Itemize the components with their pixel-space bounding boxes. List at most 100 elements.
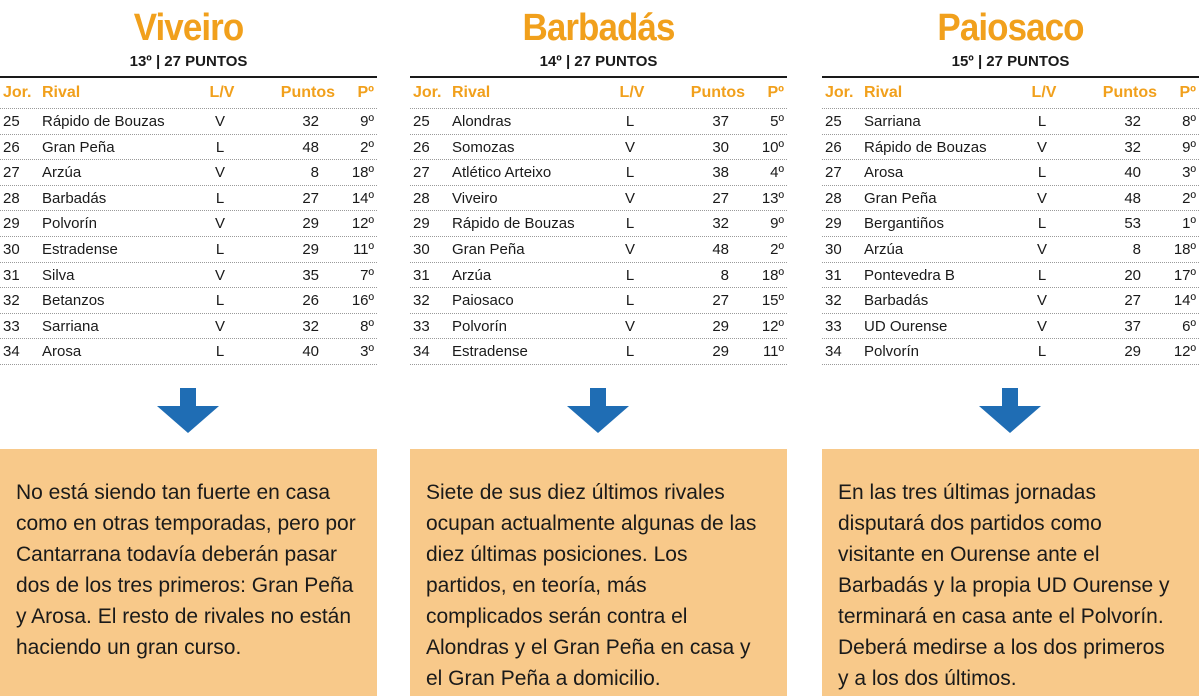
cell-rival: Somozas [452,138,515,156]
cell-pos: 11º [352,240,374,258]
cell-jor: 25 [413,113,430,130]
cell-jor: 28 [3,189,20,207]
arrow-down-icon [979,388,1041,433]
cell-pos: 8º [1182,113,1196,130]
cell-rival: Gran Peña [42,138,115,156]
cell-rival: UD Ourense [864,317,948,335]
table-body: 25 Rápido de Bouzas V 32 9º 26 Gran Peña L 48 2º 2… [0,108,377,365]
team-title: Paiosaco [937,7,1084,49]
cell-jor: 32 [825,292,842,310]
cell-lv: L [1037,215,1047,233]
cell-pos: 18º [1173,240,1196,258]
cell-rival: Arzúa [42,164,82,182]
cell-puntos: 32 [712,215,729,233]
cell-puntos: 48 [302,138,319,156]
cell-rival: Sarriana [864,113,921,130]
summary-box: Siete de sus diez últimos rivales ocupan… [410,449,787,696]
table-header: Jor. Rival L/V Puntos Pº [410,76,787,108]
table-row: 28 Viveiro V 27 13º [410,184,787,211]
cell-rival: Paiosaco [452,292,514,310]
cell-lv: V [214,215,225,233]
cell-lv: V [214,113,225,130]
cell-rival: Rápido de Bouzas [864,138,987,156]
cell-pos: 4º [770,164,784,182]
cell-lv: L [625,343,635,361]
team-column-viveiro: Viveiro 13º | 27 PUNTOS Jor. Rival L/V P… [0,0,377,696]
cell-jor: 31 [3,266,20,284]
cell-puntos: 53 [1124,215,1141,233]
table-row: 30 Arzúa V 8 18º [822,235,1199,262]
cell-puntos: 20 [1124,266,1141,284]
cell-jor: 31 [413,266,430,284]
cell-lv: L [625,164,635,182]
cell-lv: L [625,292,635,310]
cell-pos: 12º [1173,343,1196,361]
summary-box: No está siendo tan fuerte en casa como e… [0,449,377,696]
cell-jor: 33 [825,317,842,335]
cell-jor: 26 [825,138,842,156]
table-row: 33 UD Ourense V 37 6º [822,312,1199,339]
cell-jor: 27 [825,164,842,182]
cell-pos: 2º [770,240,784,258]
cell-rival: Barbadás [42,189,107,207]
cell-lv: V [1036,317,1047,335]
cell-puntos: 38 [712,164,729,182]
cell-puntos: 27 [1124,292,1141,310]
table-row: 27 Atlético Arteixo L 38 4º [410,159,787,185]
cell-puntos: 35 [302,266,319,284]
header-puntos: Puntos [690,84,745,101]
cell-rival: Estradense [42,240,118,258]
cell-rival: Alondras [452,113,512,130]
cell-lv: L [215,189,225,207]
cell-lv: L [625,215,635,233]
cell-pos: 7º [360,266,374,284]
cell-pos: 3º [360,343,374,361]
cell-jor: 31 [825,266,842,284]
table-row: 27 Arzúa V 8 18º [0,159,377,185]
header-rival: Rival [42,84,81,101]
cell-lv: V [624,189,635,207]
cell-puntos: 8 [720,266,729,284]
cell-rival: Arzúa [452,266,492,284]
table-row: 29 Rápido de Bouzas L 32 9º [410,210,787,236]
cell-jor: 34 [413,343,430,361]
cell-pos: 3º [1182,164,1196,182]
cell-puntos: 29 [1124,343,1141,361]
cell-lv: V [214,266,225,284]
cell-lv: V [1036,138,1047,156]
cell-puntos: 29 [712,317,729,335]
cell-pos: 18º [351,164,374,182]
cell-pos: 1º [1182,215,1196,233]
cell-lv: V [214,317,225,335]
cell-rival: Silva [42,266,75,284]
cell-puntos: 27 [712,292,729,310]
table-row: 26 Somozas V 30 10º [410,133,787,160]
arrow-container [410,388,787,433]
header-puntos: Puntos [1102,84,1157,101]
cell-pos: 16º [351,292,374,310]
cell-rival: Betanzos [42,292,105,310]
table-body: 25 Alondras L 37 5º 26 Somozas V 30 10º 27 Atlético… [410,108,787,365]
table-row: 32 Paiosaco L 27 15º [410,287,787,313]
cell-puntos: 27 [712,189,729,207]
cell-lv: L [1037,113,1047,130]
cell-puntos: 27 [302,189,319,207]
cell-rival: Viveiro [452,189,498,207]
header-lv: L/V [209,84,235,101]
cell-jor: 26 [413,138,430,156]
cell-puntos: 8 [1132,240,1141,258]
cell-puntos: 37 [1124,317,1141,335]
cell-rival: Atlético Arteixo [452,164,552,182]
cell-rival: Gran Peña [864,189,937,207]
team-rank: 14º | 27 PUNTOS [539,53,658,70]
table-row: 25 Rápido de Bouzas V 32 9º [0,108,377,134]
cell-puntos: 48 [1124,189,1141,207]
table-row: 26 Gran Peña L 48 2º [0,133,377,160]
cell-rival: Polvorín [452,317,508,335]
cell-puntos: 26 [302,292,319,310]
cell-jor: 27 [3,164,20,182]
cell-puntos: 32 [1124,138,1141,156]
cell-pos: 10º [761,138,784,156]
table-row: 27 Arosa L 40 3º [822,159,1199,185]
cell-jor: 33 [3,317,20,335]
